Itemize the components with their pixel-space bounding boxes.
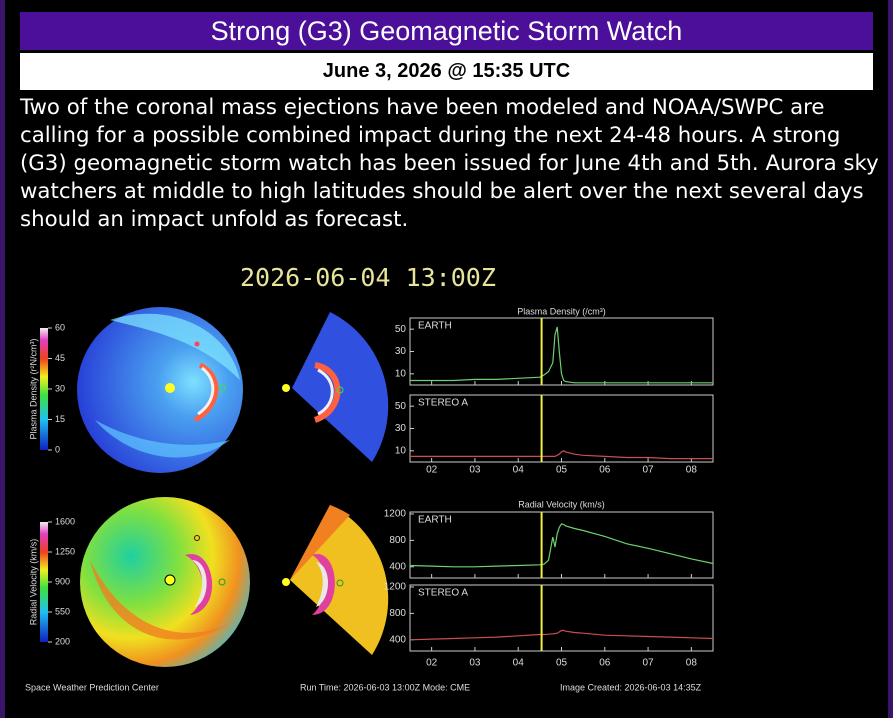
x-tick-label: 05 <box>556 465 568 476</box>
series-line <box>409 523 714 568</box>
colorbar-label: Plasma Density (r²N/cm³) <box>28 338 38 439</box>
colorbar-tick-label: 0 <box>55 444 60 454</box>
plot-title: Radial Velocity (km/s) <box>518 499 605 509</box>
footer-right: Image Created: 2026-06-03 14:35Z <box>560 682 702 692</box>
density-map <box>77 307 389 473</box>
colorbar <box>40 328 48 450</box>
footer-center: Run Time: 2026-06-03 13:00Z Mode: CME <box>300 682 470 692</box>
x-tick-label: 08 <box>686 658 698 669</box>
y-tick-label: 30 <box>395 346 407 357</box>
x-tick-label: 03 <box>469 465 481 476</box>
colorbar-tick-label: 45 <box>55 353 65 363</box>
x-tick-label: 06 <box>599 658 611 669</box>
y-tick-label: 400 <box>389 634 406 645</box>
colorbar-tick-label: 60 <box>55 322 65 332</box>
date-bar: June 3, 2026 @ 15:35 UTC <box>20 53 873 90</box>
colorbar-tick-label: 1600 <box>55 516 75 526</box>
y-tick-label: 30 <box>395 423 407 434</box>
paragraph: Two of the coronal mass ejections have b… <box>20 95 879 232</box>
x-tick-label: 04 <box>513 658 525 669</box>
colorbar-tick-label: 15 <box>55 414 65 424</box>
y-tick-label: 1200 <box>384 582 407 593</box>
plot-frame <box>409 511 714 579</box>
colorbar-label: Radial Velocity (km/s) <box>28 539 38 626</box>
x-tick-label: 07 <box>643 465 655 476</box>
x-tick-label: 05 <box>556 658 568 669</box>
y-tick-label: 10 <box>395 368 407 379</box>
colorbar <box>40 522 48 642</box>
colorbar-tick-label: 200 <box>55 636 70 646</box>
y-tick-label: 1200 <box>384 509 407 520</box>
panel-name: STEREO A <box>418 398 468 409</box>
panel-name: EARTH <box>418 515 452 526</box>
y-tick-label: 400 <box>389 561 406 572</box>
x-tick-label: 08 <box>686 465 698 476</box>
y-tick-label: 10 <box>395 445 407 456</box>
colorbar-tick-label: 30 <box>55 383 65 393</box>
x-tick-label: 02 <box>426 658 438 669</box>
y-tick-label: 50 <box>395 324 407 335</box>
frame <box>0 0 5 718</box>
x-tick-label: 02 <box>426 465 438 476</box>
title-bar: Strong (G3) Geomagnetic Storm Watch <box>20 12 873 50</box>
series-line <box>410 450 713 460</box>
y-tick-label: 800 <box>389 535 406 546</box>
x-tick-label: 04 <box>513 465 525 476</box>
x-tick-label: 07 <box>643 658 655 669</box>
timestamp: 2026-06-04 13:00Z <box>240 263 496 292</box>
footer-left: Space Weather Prediction Center <box>25 682 159 692</box>
velocity-map <box>80 497 389 667</box>
series-line <box>409 629 714 641</box>
frame <box>888 0 893 718</box>
y-tick-label: 50 <box>395 401 407 412</box>
colorbar-tick-label: 1250 <box>55 546 75 556</box>
plot-title: Plasma Density (/cm³) <box>517 306 606 316</box>
colorbar-tick-label: 550 <box>55 606 70 616</box>
x-tick-label: 06 <box>599 465 611 476</box>
y-tick-label: 800 <box>389 608 406 619</box>
series-line <box>410 326 713 384</box>
x-tick-label: 03 <box>469 658 481 669</box>
colorbar-tick-label: 900 <box>55 576 70 586</box>
panel-name: EARTH <box>418 321 452 332</box>
panel-name: STEREO A <box>418 588 468 599</box>
